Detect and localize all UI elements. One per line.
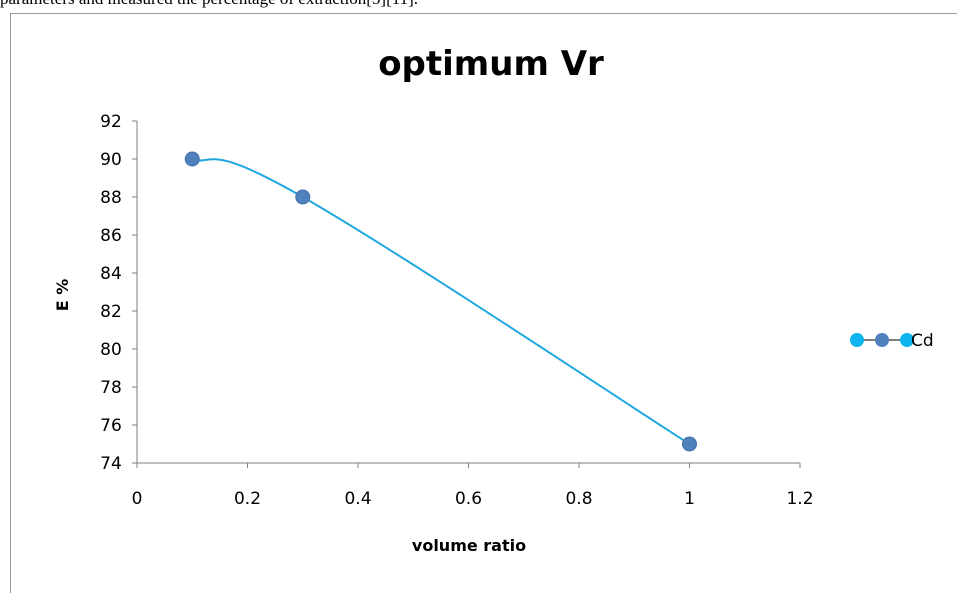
y-tick-label: 86: [100, 226, 122, 246]
legend-label: Cd: [911, 331, 934, 351]
chart-title: optimum Vr: [378, 44, 604, 84]
y-axis-label: E %: [53, 279, 72, 312]
y-tick-label: 90: [100, 150, 122, 170]
x-axis-label: volume ratio: [412, 536, 526, 555]
x-tick-label: 0.6: [455, 489, 482, 509]
series-cd: [184, 151, 697, 452]
chart-frame: [10, 13, 957, 593]
legend: Cd: [850, 331, 934, 351]
caption-fragment: parameters and measured the percentage o…: [0, 0, 418, 9]
x-tick-label: 1.2: [786, 489, 813, 509]
data-point: [682, 436, 697, 452]
y-tick-label: 74: [100, 454, 122, 474]
y-tick-label: 80: [100, 340, 122, 360]
y-tick-label: 82: [100, 302, 122, 322]
y-tick-label: 84: [100, 264, 122, 284]
x-tick-label: 0: [132, 489, 143, 509]
y-axis: 74 76 78 80 82 84 86 88 90 92: [100, 112, 138, 474]
y-tick-label: 76: [100, 416, 122, 436]
data-point: [184, 151, 200, 167]
y-tick-label: 92: [100, 112, 122, 132]
x-tick-label: 0.8: [565, 489, 592, 509]
legend-marker-left: [850, 333, 864, 347]
x-tick-label: 0.2: [234, 489, 261, 509]
x-tick-label: 1: [684, 489, 695, 509]
series-line-cd: [191, 158, 691, 445]
legend-marker-center: [875, 333, 889, 347]
legend-marker-right: [900, 333, 914, 347]
y-tick-label: 78: [100, 378, 122, 398]
data-point: [295, 189, 311, 205]
y-tick-label: 88: [100, 188, 122, 208]
x-tick-label: 0.4: [344, 489, 371, 509]
x-axis: 0 0.2 0.4 0.6 0.8 1 1.2: [132, 462, 814, 509]
